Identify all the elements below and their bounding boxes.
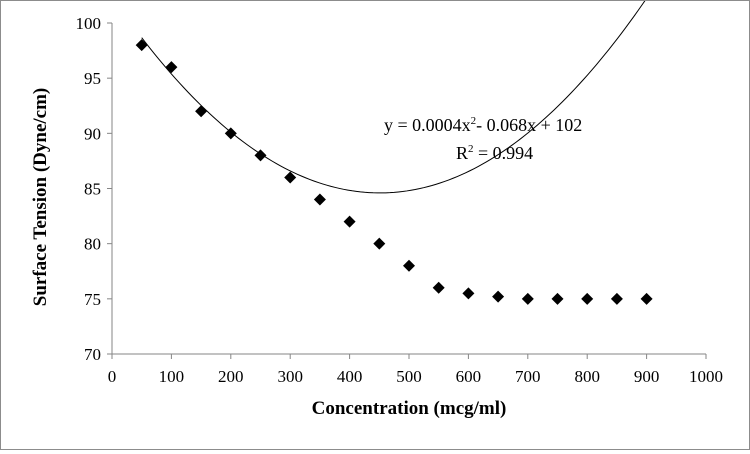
y-tick-label: 95 [84, 69, 101, 88]
x-tick-label: 700 [515, 367, 541, 386]
y-axis-title: Surface Tension (Dyne/cm) [30, 88, 51, 307]
data-point [492, 290, 505, 303]
x-tick-label: 1000 [689, 367, 723, 386]
trendline-equation: y = 0.0004x2- 0.068x + 102 [384, 115, 582, 135]
data-point [135, 39, 148, 52]
data-point [581, 292, 594, 305]
x-axis-title: Concentration (mcg/ml) [312, 398, 507, 419]
data-point [165, 61, 178, 74]
trendline [141, 0, 647, 194]
x-tick-label: 600 [456, 367, 482, 386]
data-point [432, 281, 445, 294]
data-point [343, 215, 356, 228]
x-tick-label: 500 [396, 367, 422, 386]
x-tick-label: 900 [634, 367, 660, 386]
data-point [254, 149, 267, 162]
y-tick-label: 90 [84, 124, 101, 143]
data-point [403, 259, 415, 272]
data-points [135, 39, 653, 305]
y-tick-label: 80 [84, 235, 101, 254]
x-tick-label: 200 [218, 367, 244, 386]
tick-marks [107, 22, 707, 359]
data-point [313, 193, 326, 206]
r-squared-label: R2 = 0.994 [456, 143, 533, 163]
y-tick-label: 85 [84, 180, 101, 199]
data-point [610, 292, 623, 305]
x-tick-label: 300 [277, 367, 303, 386]
x-tick-label: 0 [108, 367, 117, 386]
data-point [462, 287, 475, 300]
data-point [521, 292, 534, 305]
data-point [640, 292, 653, 305]
data-point [195, 105, 208, 118]
y-tick-label: 75 [84, 290, 101, 309]
data-point [551, 292, 564, 305]
y-tick-label: 100 [76, 14, 102, 33]
data-point [224, 127, 237, 140]
x-tick-label: 800 [574, 367, 600, 386]
x-tick-label: 400 [337, 367, 363, 386]
y-tick-label: 70 [84, 345, 101, 364]
data-point [373, 237, 386, 250]
data-point [284, 171, 297, 184]
tick-labels: 0 100 200 300 400 500 600 700 800 900 1000 70 75 80 85… [76, 14, 724, 386]
x-tick-label: 100 [159, 367, 185, 386]
